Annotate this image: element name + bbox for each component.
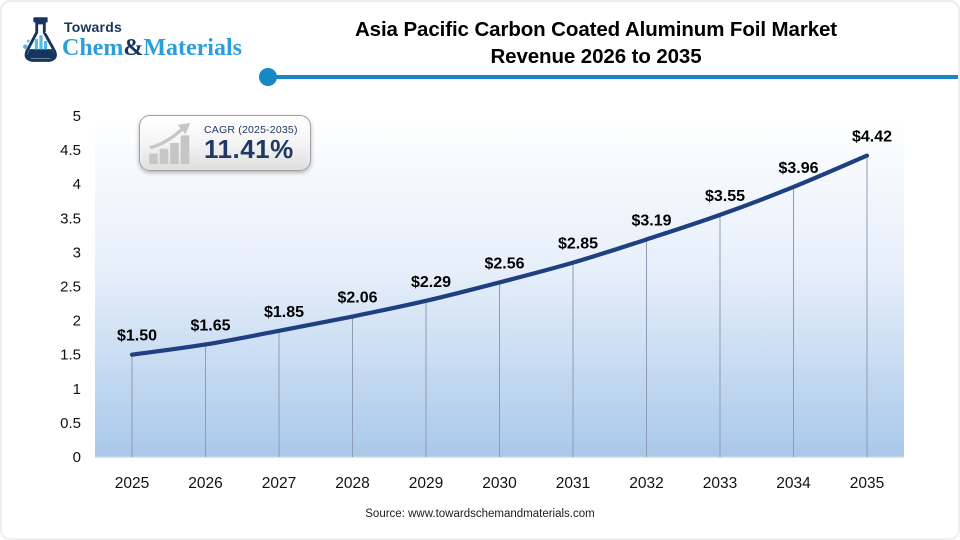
data-label: $2.06 <box>337 290 377 307</box>
data-label: $3.96 <box>778 160 818 177</box>
brand-logo: Towards Chem&Materials <box>22 15 272 67</box>
title-underline <box>259 68 958 86</box>
y-tick-label: 1 <box>73 381 81 398</box>
bar-chart-growth-arrow-icon <box>149 122 191 164</box>
revenue-series-line <box>129 153 870 357</box>
x-tick-label: 2027 <box>262 475 296 492</box>
y-tick-label: 5 <box>73 108 81 125</box>
x-tick-label: 2026 <box>188 475 222 492</box>
y-tick-label: 1.5 <box>60 347 81 364</box>
cagr-texts: CAGR (2025-2035) 11.41% <box>204 124 298 162</box>
flask-icon <box>23 17 57 62</box>
x-tick-label: 2035 <box>850 475 884 492</box>
data-label: $1.85 <box>264 304 304 321</box>
underline-dot <box>259 68 277 86</box>
y-axis-labels: 0 0.5 1 1.5 2 2.5 3 3.5 4 4.5 5 <box>60 108 81 466</box>
x-tick-label: 2032 <box>629 475 663 492</box>
data-label: $3.19 <box>631 212 671 229</box>
data-label: $2.56 <box>484 255 524 272</box>
logo-materials-text: Materials <box>143 35 242 61</box>
data-label: $4.42 <box>852 129 892 146</box>
x-tick-label: 2034 <box>776 475 811 492</box>
cagr-value: 11.41% <box>204 134 294 164</box>
data-label: $2.85 <box>558 236 598 253</box>
title-line-1: Asia Pacific Carbon Coated Aluminum Foil… <box>354 18 838 41</box>
y-tick-label: 2 <box>73 313 81 330</box>
logo-towards-text: Towards <box>64 19 122 35</box>
drop-lines <box>131 155 868 457</box>
x-tick-label: 2033 <box>703 475 737 492</box>
x-axis-labels: 2025 2026 2027 2028 2029 2030 2031 2032 2033 2034… <box>115 475 884 492</box>
cagr-badge: CAGR (2025-2035) 11.41% <box>139 115 311 171</box>
y-tick-label: 0.5 <box>60 415 81 432</box>
x-tick-label: 2025 <box>115 475 149 492</box>
page-title: Asia Pacific Carbon Coated Aluminum Foil… <box>270 16 922 70</box>
y-tick-label: 2.5 <box>60 279 81 296</box>
y-tick-label: 4.5 <box>60 142 81 159</box>
y-tick-label: 4 <box>73 176 81 193</box>
y-tick-label: 3 <box>73 244 81 261</box>
x-tick-label: 2031 <box>556 475 590 492</box>
data-labels: $1.50 $1.65 $1.85 $2.06 $2.29 $2.56 $2.85 $3.19… <box>117 129 892 345</box>
data-label: $1.50 <box>117 328 157 345</box>
logo-main-text: Chem&Materials <box>62 35 242 62</box>
x-tick-label: 2028 <box>335 475 369 492</box>
source-attribution: Source: www.towardschemandmaterials.com <box>365 508 595 520</box>
x-tick-label: 2030 <box>482 475 517 492</box>
logo-chem-text: Chem <box>62 35 124 61</box>
data-label: $1.65 <box>190 317 230 334</box>
title-line-2: Revenue 2026 to 2035 <box>490 45 702 68</box>
data-label: $2.29 <box>411 274 451 291</box>
data-label: $3.55 <box>705 188 745 205</box>
y-tick-label: 3.5 <box>60 210 81 227</box>
y-tick-label: 0 <box>73 449 81 466</box>
cagr-label: CAGR (2025-2035) <box>204 124 298 136</box>
logo-ampersand: & <box>123 35 144 61</box>
x-tick-label: 2029 <box>409 475 443 492</box>
